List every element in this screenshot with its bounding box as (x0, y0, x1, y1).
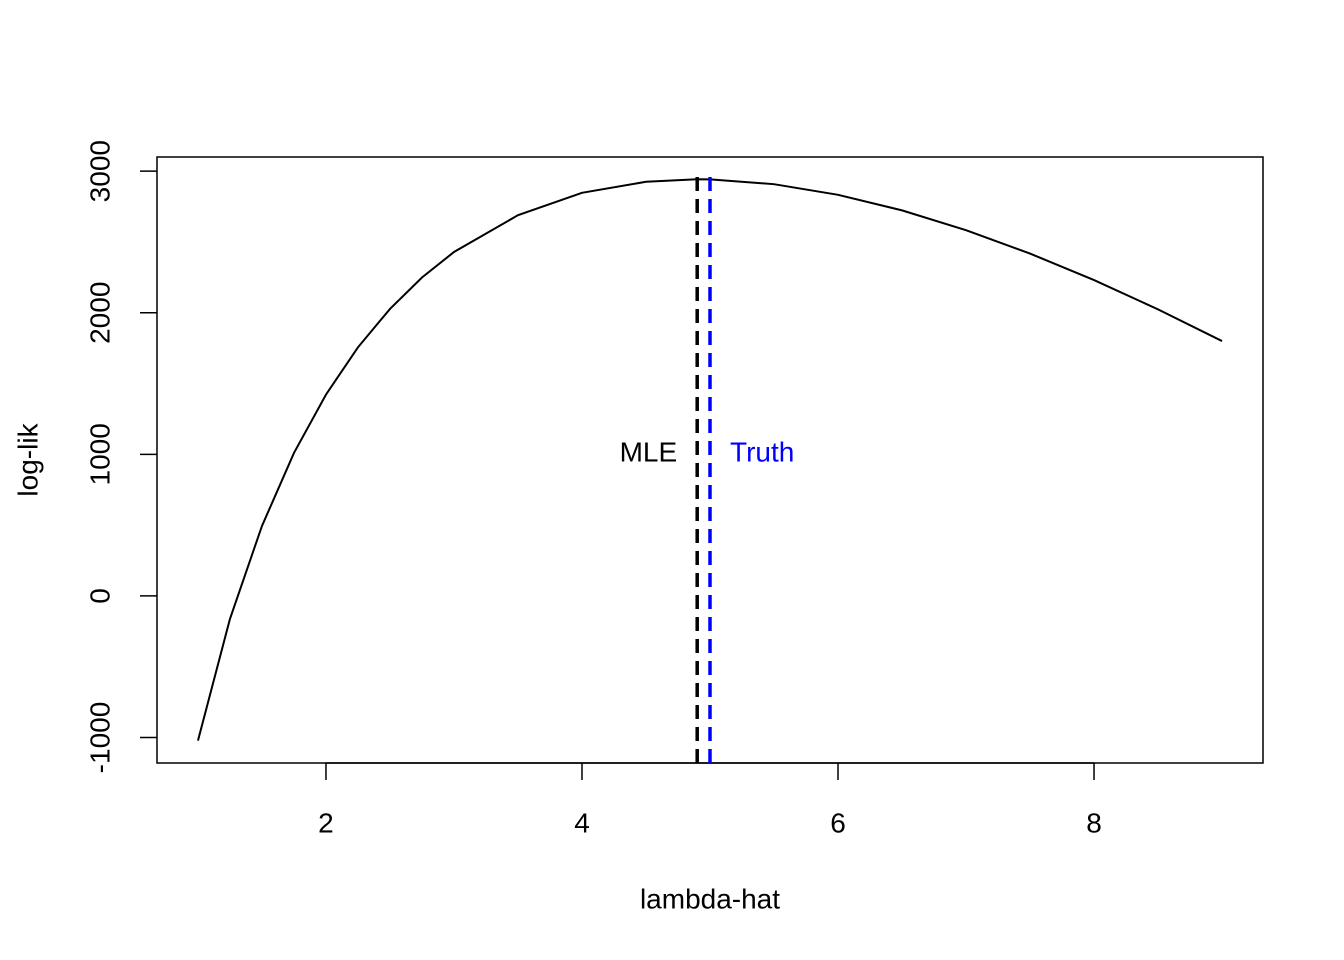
x-tick-label: 8 (1086, 807, 1102, 838)
data-line (196, 178, 1223, 741)
y-tick-label: 1000 (84, 423, 115, 485)
x-axis-label: lambda-hat (640, 883, 780, 914)
x-tick-label: 4 (574, 807, 590, 838)
y-tick-label: 2000 (84, 282, 115, 344)
y-tick-label: -1000 (84, 702, 115, 774)
x-tick-label: 2 (318, 807, 334, 838)
x-tick-label: 6 (830, 807, 846, 838)
y-tick-label: 0 (84, 588, 115, 604)
reference-label: MLE (620, 437, 678, 468)
y-axis-label: log-lik (12, 422, 43, 496)
reference-label: Truth (730, 437, 794, 468)
y-tick-label: 3000 (84, 140, 115, 202)
